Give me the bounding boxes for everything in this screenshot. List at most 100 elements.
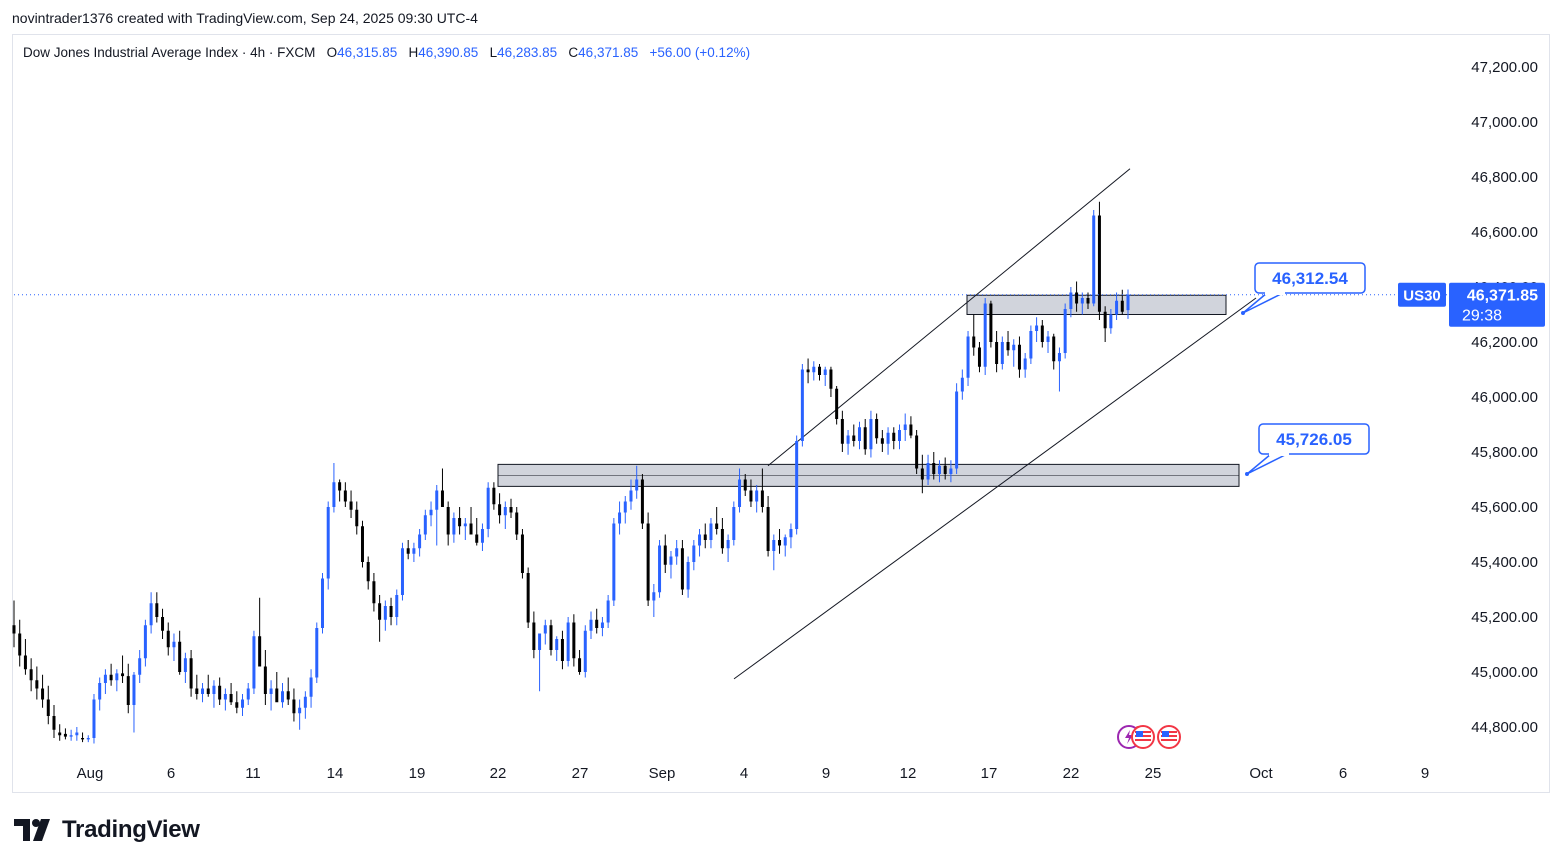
candle-body[interactable] bbox=[258, 636, 262, 667]
candle-body[interactable] bbox=[532, 622, 536, 651]
candle-body[interactable] bbox=[1040, 325, 1044, 343]
candle-body[interactable] bbox=[435, 490, 439, 510]
candle-body[interactable] bbox=[743, 479, 747, 491]
candle-body[interactable] bbox=[692, 545, 696, 563]
candle-body[interactable] bbox=[1046, 336, 1050, 343]
candle-body[interactable] bbox=[1126, 294, 1130, 311]
candle-body[interactable] bbox=[212, 685, 216, 694]
candle-body[interactable] bbox=[241, 699, 245, 708]
candle-body[interactable] bbox=[589, 619, 593, 631]
candle-body[interactable] bbox=[1012, 344, 1016, 351]
candle-body[interactable] bbox=[618, 512, 622, 524]
tradingview-logo[interactable]: TradingView bbox=[14, 816, 200, 844]
candle-body[interactable] bbox=[560, 639, 564, 661]
candle-body[interactable] bbox=[566, 622, 570, 662]
candle-body[interactable] bbox=[503, 507, 507, 516]
candle-body[interactable] bbox=[675, 548, 679, 557]
candle-body[interactable] bbox=[229, 694, 233, 703]
candle-body[interactable] bbox=[555, 639, 559, 650]
candle-body[interactable] bbox=[195, 688, 199, 695]
candle-body[interactable] bbox=[795, 441, 799, 529]
candle-body[interactable] bbox=[606, 600, 610, 623]
candle-body[interactable] bbox=[646, 523, 650, 601]
candle-body[interactable] bbox=[749, 490, 753, 502]
candle-body[interactable] bbox=[326, 507, 330, 579]
candle-body[interactable] bbox=[178, 641, 182, 672]
candle-body[interactable] bbox=[1103, 311, 1107, 329]
candle-body[interactable] bbox=[1052, 336, 1056, 362]
candle-body[interactable] bbox=[738, 479, 742, 508]
candle-body[interactable] bbox=[201, 688, 205, 695]
candle-body[interactable] bbox=[423, 515, 427, 535]
candle-body[interactable] bbox=[1109, 314, 1113, 329]
candle-body[interactable] bbox=[583, 630, 587, 672]
candle-body[interactable] bbox=[886, 432, 890, 444]
candle-body[interactable] bbox=[600, 622, 604, 629]
candle-body[interactable] bbox=[23, 655, 27, 670]
candle-body[interactable] bbox=[161, 617, 165, 631]
candle-body[interactable] bbox=[52, 716, 56, 730]
candle-body[interactable] bbox=[412, 548, 416, 554]
candle-body[interactable] bbox=[469, 523, 473, 535]
candle-body[interactable] bbox=[658, 545, 662, 593]
candle-body[interactable] bbox=[983, 303, 987, 367]
candle-body[interactable] bbox=[172, 641, 176, 648]
candle-body[interactable] bbox=[1063, 309, 1067, 353]
candle-body[interactable] bbox=[406, 548, 410, 554]
candle-body[interactable] bbox=[275, 688, 279, 703]
candle-body[interactable] bbox=[166, 630, 170, 648]
candle-body[interactable] bbox=[138, 658, 142, 675]
candle-body[interactable] bbox=[629, 490, 633, 502]
candle-body[interactable] bbox=[1115, 300, 1119, 315]
candle-body[interactable] bbox=[515, 512, 519, 535]
candle-body[interactable] bbox=[143, 625, 147, 659]
candle-body[interactable] bbox=[709, 523, 713, 541]
candle-body[interactable] bbox=[252, 636, 256, 689]
chart-frame[interactable] bbox=[12, 34, 1550, 793]
candle-body[interactable] bbox=[680, 548, 684, 590]
candle-body[interactable] bbox=[223, 694, 227, 700]
lower-level-callout[interactable]: 45,726.05 bbox=[1245, 423, 1370, 476]
upper-level-callout[interactable]: 46,312.54 bbox=[1241, 262, 1366, 315]
candle-body[interactable] bbox=[949, 468, 953, 475]
candle-body[interactable] bbox=[389, 606, 393, 617]
candle-body[interactable] bbox=[823, 369, 827, 376]
candle-body[interactable] bbox=[703, 534, 707, 541]
candle-body[interactable] bbox=[789, 529, 793, 538]
candle-body[interactable] bbox=[395, 595, 399, 617]
candle-body[interactable] bbox=[840, 419, 844, 444]
candle-body[interactable] bbox=[303, 696, 307, 708]
candle-body[interactable] bbox=[800, 369, 804, 442]
candle-body[interactable] bbox=[852, 435, 856, 442]
candle-body[interactable] bbox=[1035, 325, 1039, 332]
candle-body[interactable] bbox=[338, 482, 342, 491]
candle-body[interactable] bbox=[189, 658, 193, 689]
candle-body[interactable] bbox=[292, 699, 296, 714]
candle-body[interactable] bbox=[783, 537, 787, 546]
candle-body[interactable] bbox=[1069, 292, 1073, 310]
candle-body[interactable] bbox=[595, 619, 599, 628]
candle-body[interactable] bbox=[538, 633, 542, 651]
candle-body[interactable] bbox=[458, 518, 462, 527]
candle-body[interactable] bbox=[1092, 215, 1096, 304]
candle-body[interactable] bbox=[915, 435, 919, 469]
candle-body[interactable] bbox=[355, 509, 359, 527]
candle-body[interactable] bbox=[778, 540, 782, 546]
candle-body[interactable] bbox=[857, 427, 861, 441]
candle-body[interactable] bbox=[12, 625, 16, 634]
candle-body[interactable] bbox=[1023, 358, 1027, 370]
candle-body[interactable] bbox=[286, 691, 290, 700]
candle-body[interactable] bbox=[281, 691, 285, 703]
candle-body[interactable] bbox=[903, 424, 907, 431]
candle-body[interactable] bbox=[463, 523, 467, 527]
candle-body[interactable] bbox=[772, 540, 776, 551]
candle-body[interactable] bbox=[41, 688, 45, 700]
candle-body[interactable] bbox=[360, 526, 364, 562]
candle-body[interactable] bbox=[372, 581, 376, 604]
candle-body[interactable] bbox=[46, 699, 50, 717]
candle-body[interactable] bbox=[663, 545, 667, 565]
candle-body[interactable] bbox=[732, 507, 736, 540]
candle-body[interactable] bbox=[640, 479, 644, 524]
candle-body[interactable] bbox=[509, 507, 513, 513]
candle-body[interactable] bbox=[383, 606, 387, 620]
